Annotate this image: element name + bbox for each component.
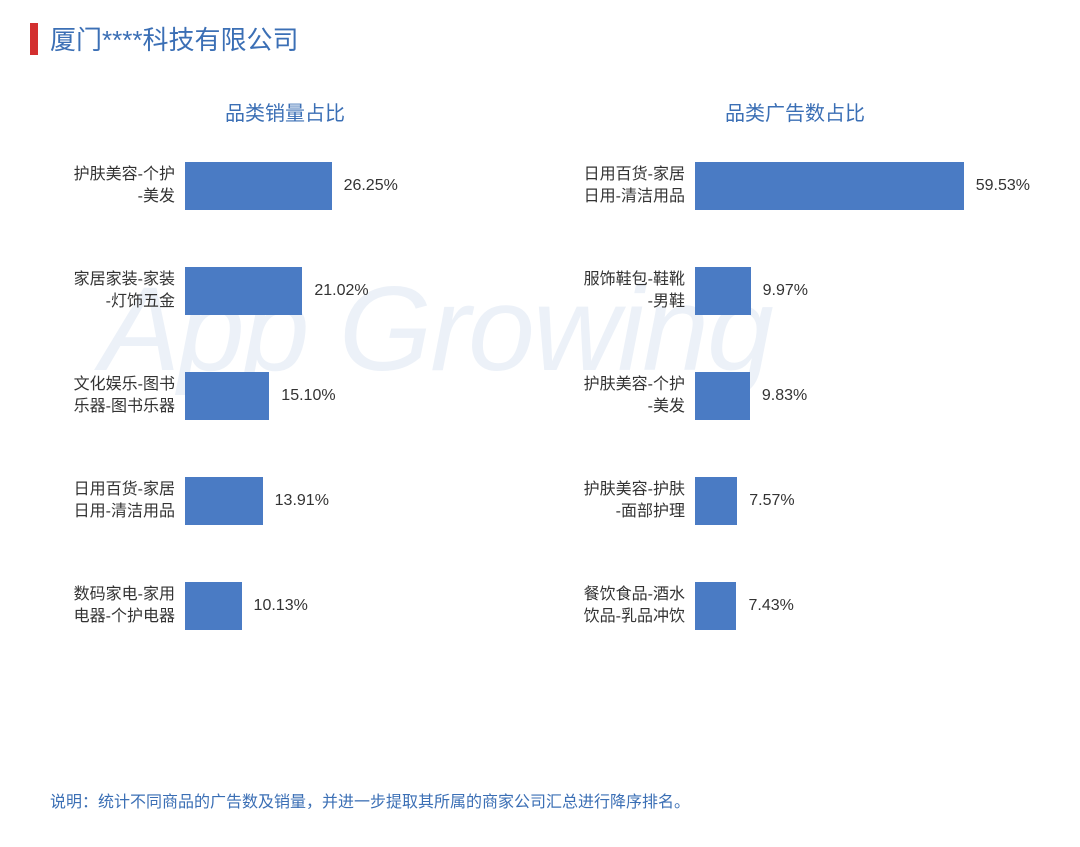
bar-fill: [185, 477, 263, 525]
bar-label: 数码家电-家用电器-个护电器: [50, 584, 185, 629]
bar-fill: [695, 267, 751, 315]
bar-track: 7.57%: [695, 476, 1030, 526]
left-chart-bars: 护肤美容-个护-美发 26.25% 家居家装-家装-灯饰五金 21.02% 文化娱乐-图…: [50, 161, 520, 631]
bar-value: 7.57%: [749, 492, 794, 510]
bar-fill: [695, 477, 737, 525]
bar-row: 护肤美容-护肤-面部护理 7.57%: [560, 476, 1030, 526]
bar-track: 9.83%: [695, 371, 1030, 421]
bar-value: 59.53%: [976, 177, 1030, 195]
bar-fill: [185, 372, 269, 420]
bar-label: 护肤美容-个护-美发: [50, 164, 185, 209]
bar-label: 护肤美容-护肤-面部护理: [560, 479, 695, 524]
bar-label: 护肤美容-个护-美发: [560, 374, 695, 419]
right-chart-panel: 品类广告数占比 日用百货-家居日用-清洁用品 59.53% 服饰鞋包-鞋靴-男鞋 9.…: [560, 97, 1030, 686]
bar-label: 餐饮食品-酒水饮品-乳品冲饮: [560, 584, 695, 629]
bar-fill: [695, 582, 736, 630]
page-header: 厦门****科技有限公司: [30, 20, 1050, 57]
bar-label: 日用百货-家居日用-清洁用品: [560, 164, 695, 209]
bar-row: 数码家电-家用电器-个护电器 10.13%: [50, 581, 520, 631]
right-chart-bars: 日用百货-家居日用-清洁用品 59.53% 服饰鞋包-鞋靴-男鞋 9.97% 护肤美容-…: [560, 161, 1030, 631]
bar-value: 15.10%: [281, 387, 335, 405]
bar-fill: [695, 162, 964, 210]
bar-label: 服饰鞋包-鞋靴-男鞋: [560, 269, 695, 314]
page-title: 厦门****科技有限公司: [50, 20, 298, 57]
bar-value: 9.83%: [762, 387, 807, 405]
accent-bar: [30, 23, 38, 55]
bar-fill: [185, 267, 302, 315]
charts-container: 品类销量占比 护肤美容-个护-美发 26.25% 家居家装-家装-灯饰五金 21.02…: [30, 97, 1050, 686]
bar-label: 家居家装-家装-灯饰五金: [50, 269, 185, 314]
footer-note: 说明：统计不同商品的广告数及销量，并进一步提取其所属的商家公司汇总进行降序排名。: [50, 788, 690, 812]
bar-track: 26.25%: [185, 161, 520, 211]
bar-row: 服饰鞋包-鞋靴-男鞋 9.97%: [560, 266, 1030, 316]
bar-label: 文化娱乐-图书乐器-图书乐器: [50, 374, 185, 419]
bar-track: 7.43%: [695, 581, 1030, 631]
right-chart-title: 品类广告数占比: [560, 97, 1030, 126]
bar-row: 护肤美容-个护-美发 26.25%: [50, 161, 520, 211]
left-chart-title: 品类销量占比: [50, 97, 520, 126]
bar-fill: [695, 372, 750, 420]
bar-row: 日用百货-家居日用-清洁用品 59.53%: [560, 161, 1030, 211]
bar-row: 文化娱乐-图书乐器-图书乐器 15.10%: [50, 371, 520, 421]
bar-fill: [185, 582, 242, 630]
bar-track: 59.53%: [695, 161, 1030, 211]
bar-row: 护肤美容-个护-美发 9.83%: [560, 371, 1030, 421]
bar-value: 7.43%: [748, 597, 793, 615]
bar-track: 9.97%: [695, 266, 1030, 316]
bar-row: 家居家装-家装-灯饰五金 21.02%: [50, 266, 520, 316]
bar-track: 10.13%: [185, 581, 520, 631]
bar-value: 21.02%: [314, 282, 368, 300]
bar-row: 日用百货-家居日用-清洁用品 13.91%: [50, 476, 520, 526]
bar-value: 9.97%: [763, 282, 808, 300]
bar-fill: [185, 162, 332, 210]
bar-label: 日用百货-家居日用-清洁用品: [50, 479, 185, 524]
bar-value: 10.13%: [254, 597, 308, 615]
bar-value: 13.91%: [275, 492, 329, 510]
bar-track: 21.02%: [185, 266, 520, 316]
bar-track: 13.91%: [185, 476, 520, 526]
left-chart-panel: 品类销量占比 护肤美容-个护-美发 26.25% 家居家装-家装-灯饰五金 21.02…: [50, 97, 520, 686]
bar-value: 26.25%: [344, 177, 398, 195]
bar-row: 餐饮食品-酒水饮品-乳品冲饮 7.43%: [560, 581, 1030, 631]
bar-track: 15.10%: [185, 371, 520, 421]
